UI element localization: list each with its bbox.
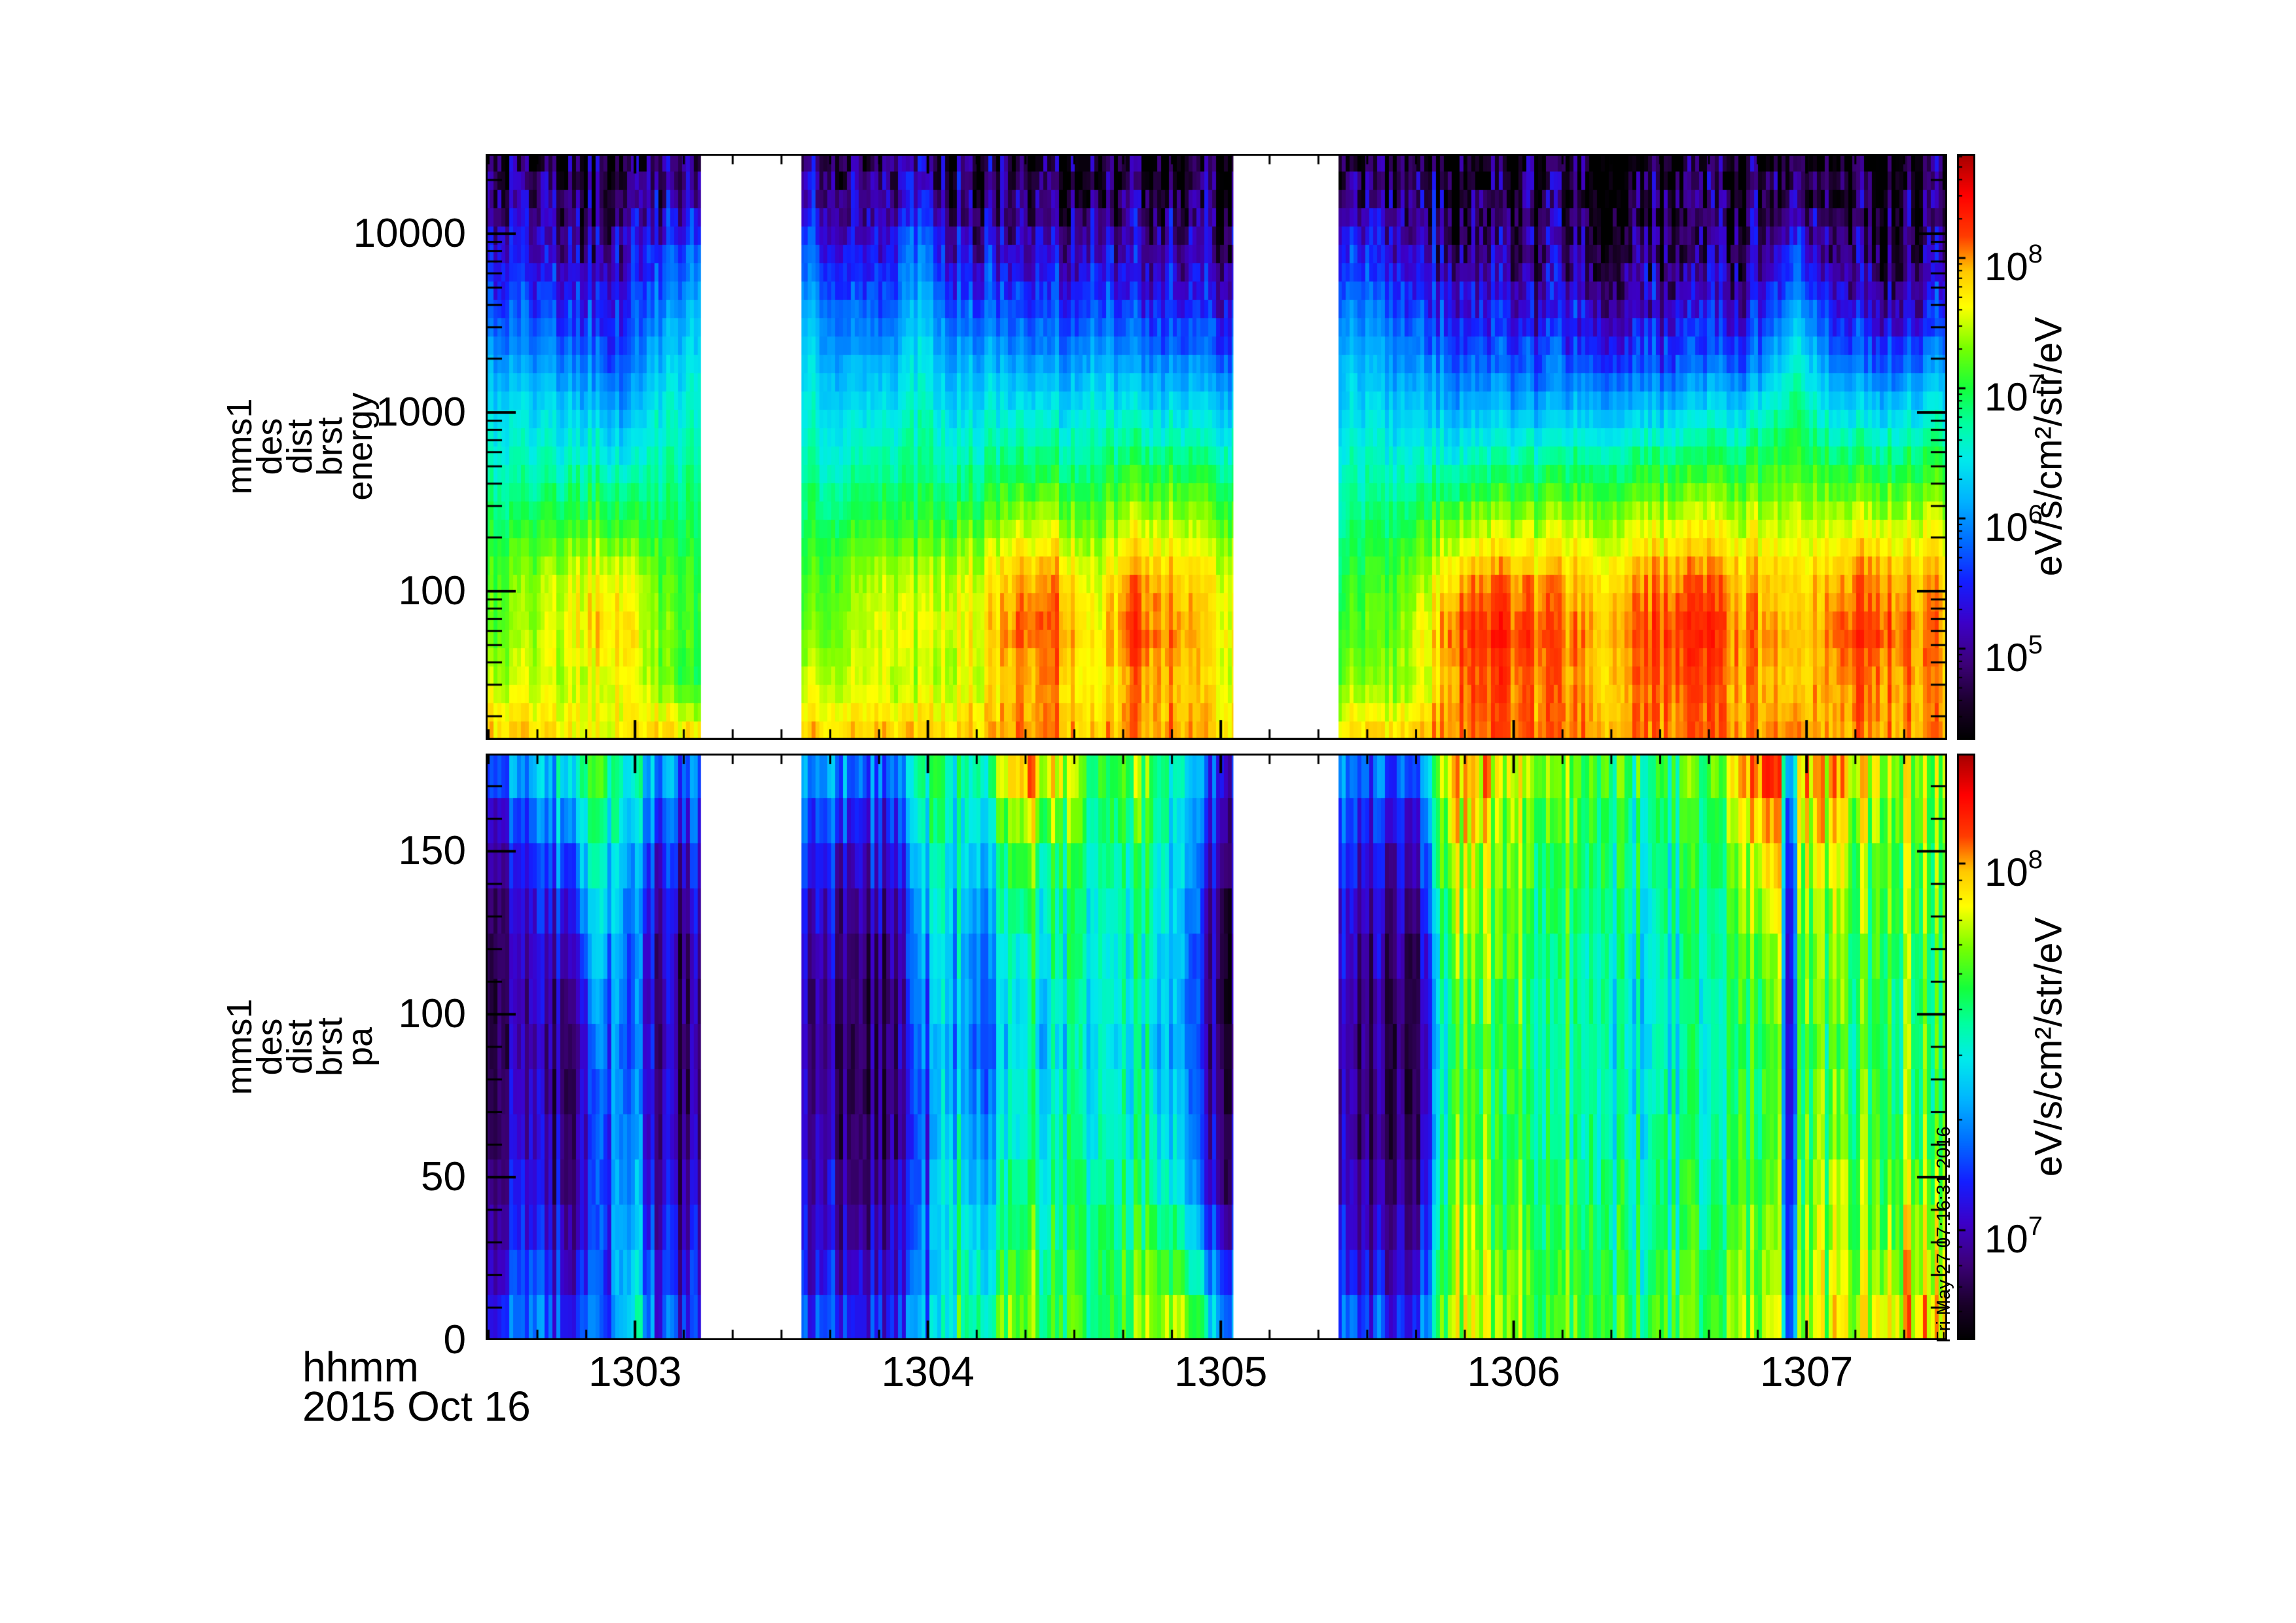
y-tick-label-pitch-angle: 100 [398, 991, 466, 1037]
colorbar-tick-label-pitch-angle: 107 [1984, 1212, 2043, 1261]
y-tick-label-pitch-angle: 50 [421, 1154, 466, 1200]
x-tick-label: 1307 [1760, 1348, 1854, 1395]
colorbar-tick-label-energy: 107 [1984, 370, 2043, 419]
x-tick-label: 1306 [1467, 1348, 1560, 1395]
colorbar-tick-label-energy: 105 [1984, 630, 2043, 680]
colorbar-tick-label-energy: 106 [1984, 500, 2043, 549]
pitch-angle-colorbar [1957, 754, 1975, 1340]
y-tick-label-energy: 10000 [353, 211, 466, 257]
y-tick-label-pitch-angle: 0 [443, 1317, 466, 1362]
pitch-angle-colorbar-unit-label: eV/s/cm²/str/eV [2027, 917, 2070, 1177]
x-axis-format-label: hhmm [302, 1343, 419, 1391]
plot-generation-timestamp: Fri May 27 07:16:31 2016 [1933, 1126, 1954, 1343]
x-tick-label: 1303 [588, 1348, 682, 1395]
x-axis-date-label: 2015 Oct 16 [302, 1383, 531, 1430]
y-tick-label-energy: 100 [398, 568, 466, 614]
energy-spectrogram-heatmap [486, 154, 1947, 740]
x-tick-label: 1304 [881, 1348, 975, 1395]
energy-colorbar [1957, 154, 1975, 740]
y-tick-label-energy: 1000 [376, 390, 466, 435]
colorbar-tick-label-pitch-angle: 108 [1984, 845, 2043, 894]
x-tick-label: 1305 [1174, 1348, 1268, 1395]
y-tick-label-pitch-angle: 150 [398, 828, 466, 874]
pitch-angle-spectrogram-heatmap [486, 754, 1947, 1340]
colorbar-tick-label-energy: 108 [1984, 240, 2043, 289]
